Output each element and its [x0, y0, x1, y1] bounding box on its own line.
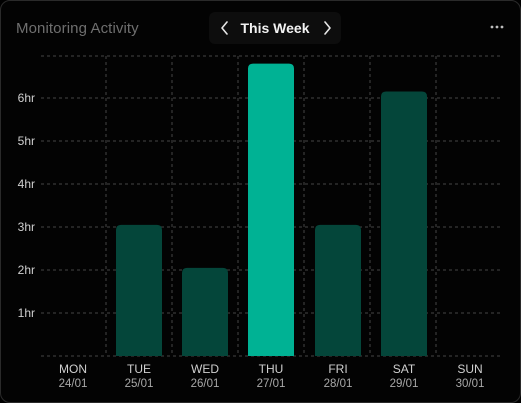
x-tick-date: 28/01: [324, 378, 353, 390]
bar-wed[interactable]: [182, 267, 228, 356]
week-label: This Week: [240, 20, 310, 36]
x-tick-date: 27/01: [257, 378, 286, 390]
chevron-right-icon[interactable]: [317, 18, 337, 38]
x-tick-day-tue: TUE: [127, 362, 151, 376]
week-selector: This Week: [209, 12, 341, 44]
more-horizontal-icon[interactable]: [488, 18, 506, 36]
x-tick-day-fri: FRI: [328, 362, 347, 376]
x-tick-day-wed: WED: [191, 362, 219, 376]
bar-tue[interactable]: [116, 224, 162, 356]
y-tick-label: 5hr: [18, 134, 35, 148]
bar-fri[interactable]: [315, 224, 361, 356]
x-tick-date: 29/01: [390, 378, 419, 390]
y-tick-label: 3hr: [18, 220, 35, 234]
x-tick-day-mon: MON: [59, 362, 87, 376]
y-tick-label: 2hr: [18, 263, 35, 277]
x-tick-date: 24/01: [59, 378, 88, 390]
y-tick-label: 1hr: [18, 306, 35, 320]
x-tick-date: 26/01: [191, 378, 220, 390]
x-tick-date: 25/01: [125, 378, 154, 390]
bar-thu[interactable]: [248, 63, 294, 356]
x-tick-day-sun: SUN: [457, 362, 482, 376]
card-title: Monitoring Activity: [16, 20, 139, 37]
y-tick-label: 6hr: [18, 91, 35, 105]
bar-sat[interactable]: [381, 91, 427, 357]
x-tick-date: 30/01: [456, 378, 485, 390]
x-tick-day-thu: THU: [259, 362, 284, 376]
y-tick-label: 4hr: [18, 177, 35, 191]
x-tick-day-sat: SAT: [393, 362, 416, 376]
chevron-left-icon[interactable]: [215, 18, 235, 38]
